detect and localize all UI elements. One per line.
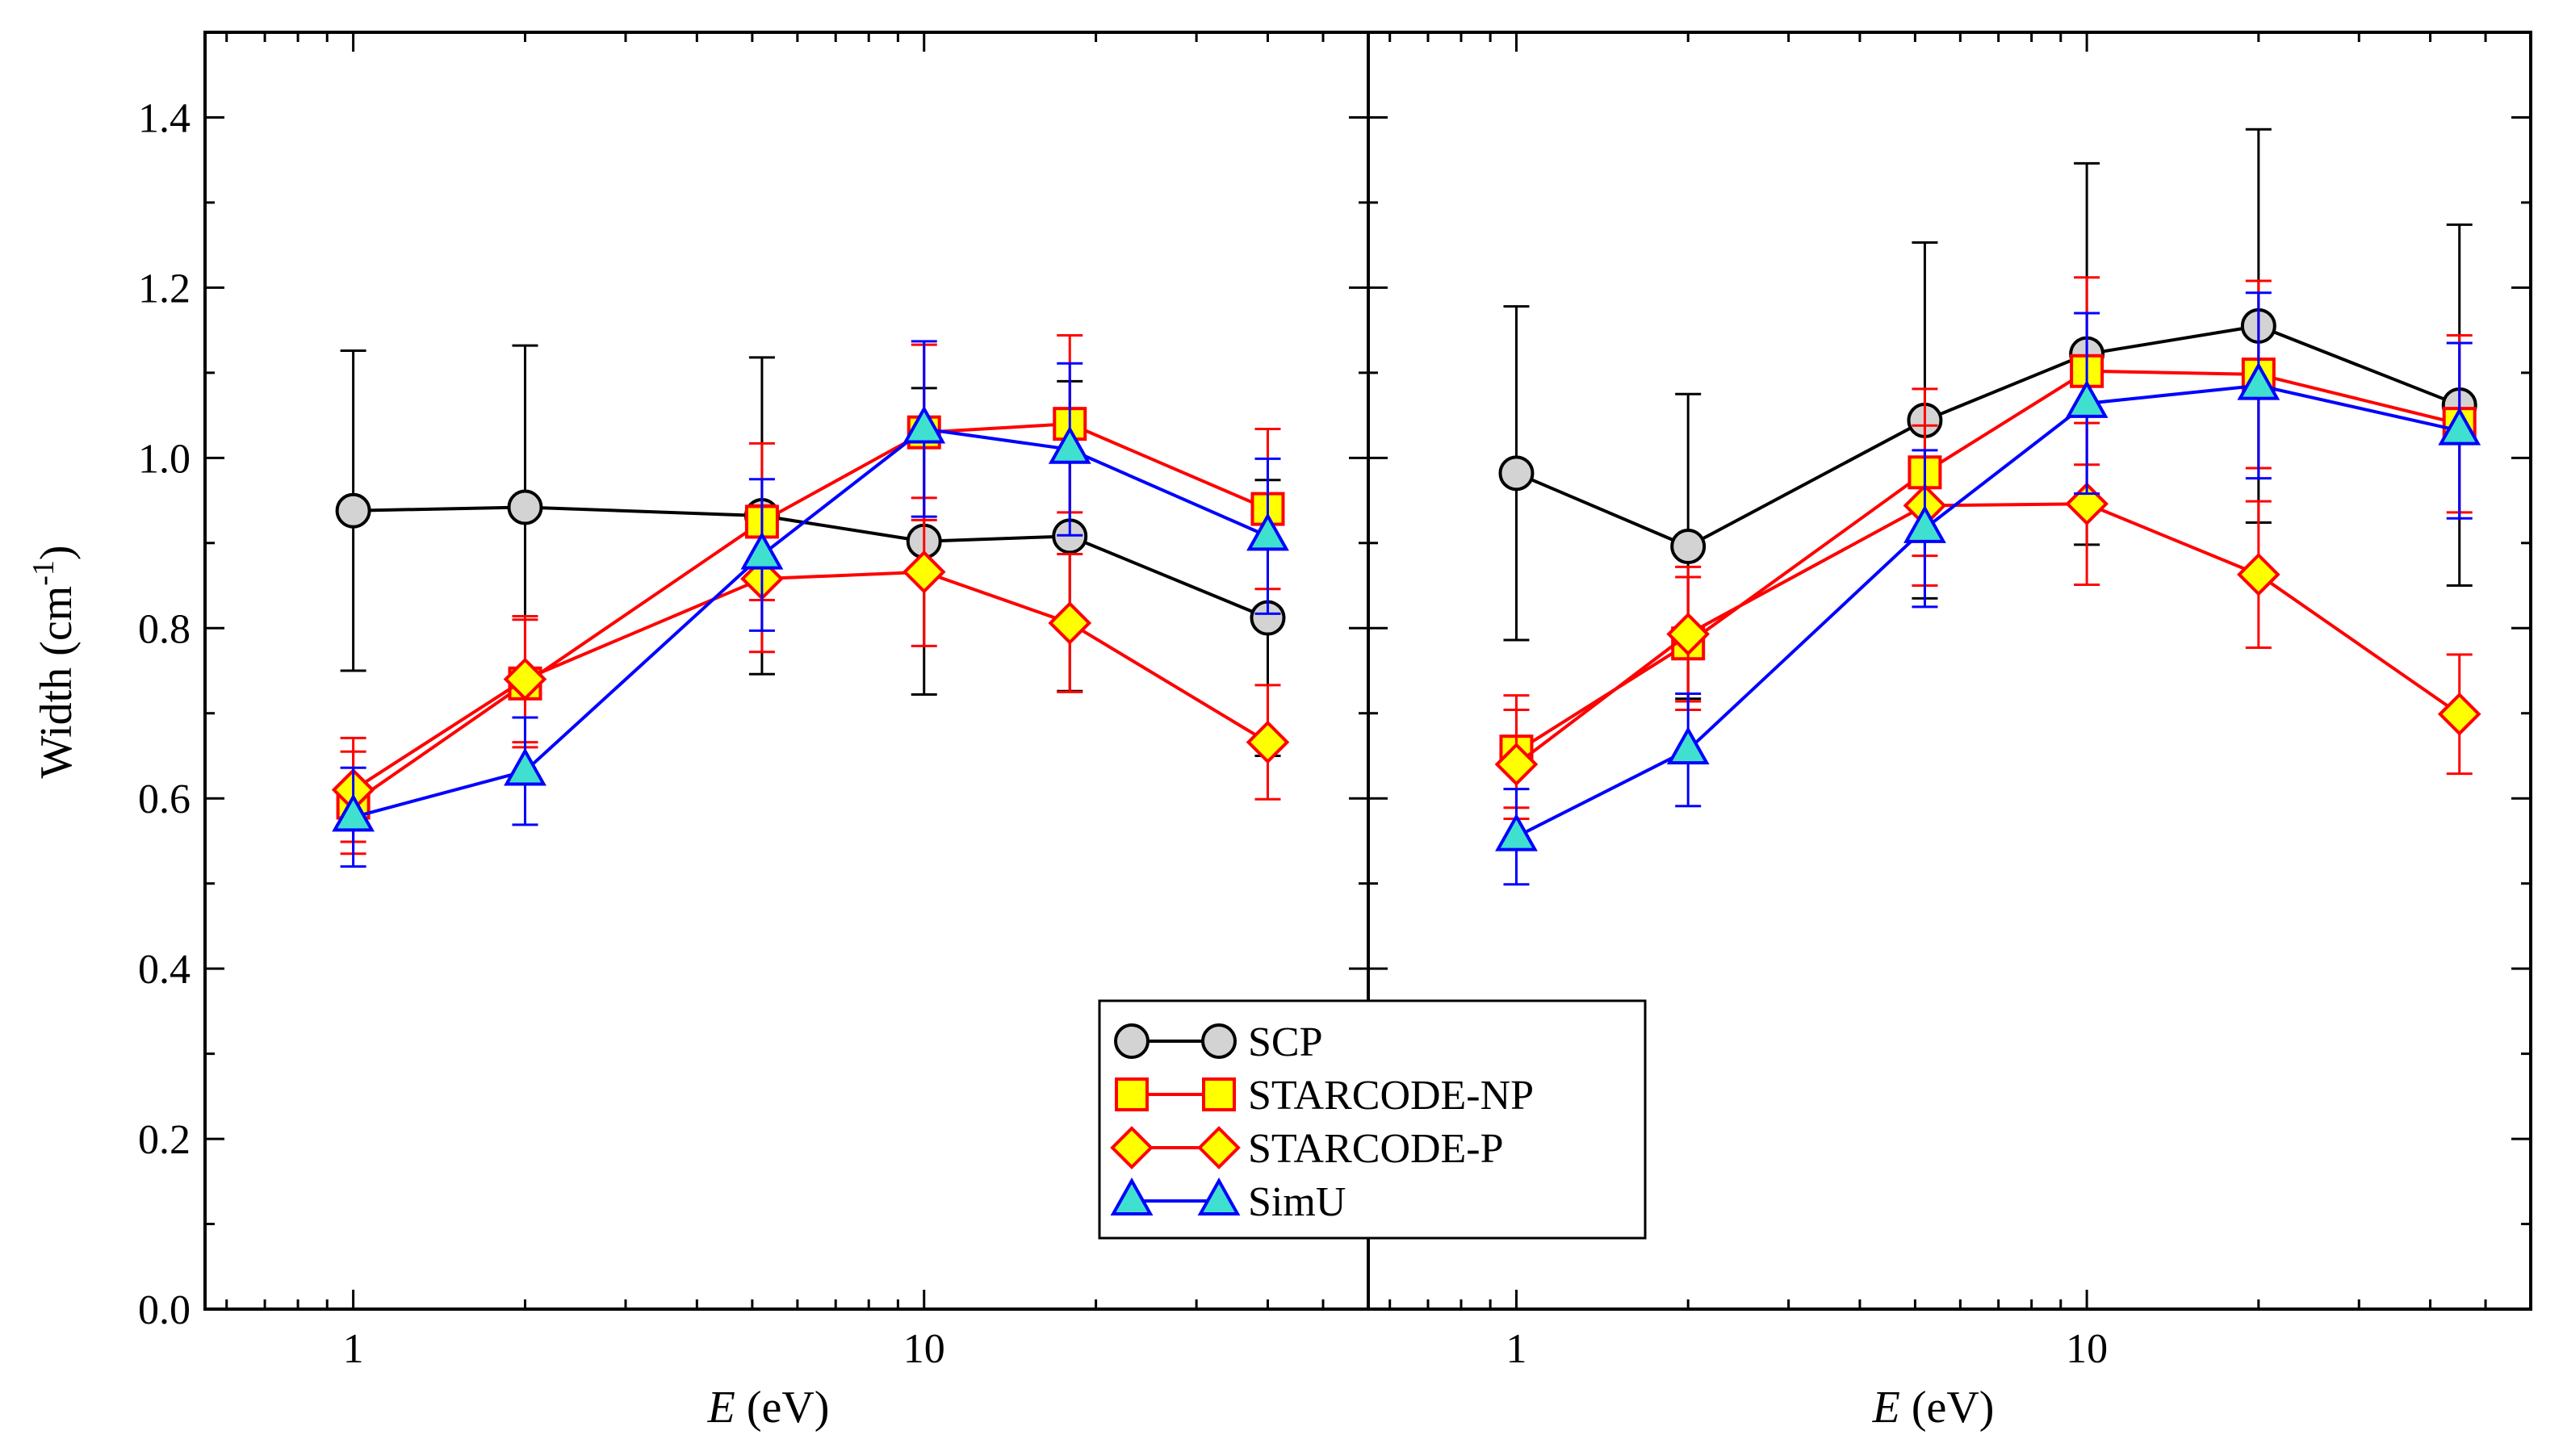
legend-item-starcode-np: STARCODE-NP [1115,1073,1534,1119]
y-tick-label: 1.2 [138,266,191,312]
right-x-axis-label-var: E [1872,1383,1900,1433]
data-point [1246,720,1290,764]
data-point [335,492,371,529]
series-line [1515,383,2460,839]
series-line [353,505,1269,620]
y-axis-label-close: ) [31,545,82,560]
data-point [1670,529,1707,565]
series-line [1515,324,2460,549]
legend-item-starcode-p: STARCODE-P [1110,1126,1504,1172]
legend-label: SCP [1248,1019,1323,1065]
legend-label: SimU [1248,1179,1346,1225]
right-panel: 1 10 [1367,31,2532,1372]
svg-text:E (eV): E (eV) [1872,1383,1995,1433]
x-tick-label: 1 [343,1326,364,1372]
series-starcode-np [1499,276,2477,810]
series-starcode-p [331,496,1290,843]
data-point [1666,726,1710,765]
left-x-axis-label: E (eV) [707,1383,830,1433]
data-point [1246,513,1289,551]
svg-text:E (eV): E (eV) [707,1383,830,1433]
y-tick-label: 0.0 [138,1287,191,1333]
series-line [352,422,1269,805]
x-tick-label: 10 [2066,1326,2108,1372]
y-tick-label: 0.8 [138,606,191,652]
legend-label: STARCODE-NP [1248,1073,1534,1119]
data-point [503,657,547,701]
left-panel: 0.0 0.2 0.4 0.6 0.8 1.0 1.2 1.4 1 10 [138,31,1370,1372]
data-point [1048,601,1092,645]
data-point [504,747,547,786]
data-point [1494,743,1539,786]
legend-marker [1114,1023,1150,1059]
plot-frame-right [1367,31,2532,1311]
data-point [332,793,375,832]
data-point [902,405,946,444]
legend-item-scp: SCP [1114,1019,1323,1065]
legend-marker [1197,1177,1241,1215]
y-tick-label: 0.4 [138,947,191,993]
legend-label: STARCODE-P [1248,1126,1504,1172]
data-point [1903,504,1946,543]
legend-marker [1197,1126,1241,1169]
data-point [1495,813,1538,851]
y-tick-label: 1.4 [138,95,191,141]
legend-marker [1202,1077,1236,1111]
series-starcode-p [1494,421,2481,821]
data-point [2438,407,2481,446]
y-tick-label: 0.6 [138,776,191,822]
y-tick-label: 1.0 [138,436,191,482]
data-point [507,489,543,525]
y-axis-label-text: Width (cm [31,586,82,779]
y-axis-label: Width (cm-1) [27,545,82,778]
y-axis-label-superscript: -1 [27,560,61,586]
left-x-axis-label-unit: (eV) [735,1383,830,1433]
series-line [1515,369,2460,753]
x-tick-label: 1 [1506,1326,1526,1372]
data-point [1666,612,1711,656]
y-tick-label: 0.2 [138,1117,191,1163]
series-line [1515,502,2460,766]
legend: SCP STARCODE-NP STARCODE-P SimU [1098,999,1647,1240]
right-x-axis-label-unit: (eV) [1900,1383,1995,1433]
series-scp [1498,128,2477,701]
legend-marker [1110,1177,1154,1215]
legend-item-simu: SimU [1110,1177,1346,1225]
data-point [1048,425,1091,464]
data-point [2237,552,2280,596]
data-point [1498,455,1535,492]
series-starcode-np [336,333,1285,856]
svg-text:Width (cm-1): Width (cm-1) [27,545,82,778]
x-tick-label: 10 [903,1326,945,1372]
data-point [740,531,784,570]
legend-marker [1201,1023,1237,1059]
legend-marker [1110,1126,1154,1169]
right-x-axis-label: E (eV) [1872,1383,1995,1433]
series-scp [335,344,1286,757]
legend-marker [1115,1077,1149,1111]
data-point [2065,379,2109,418]
series-simu [332,340,1289,868]
series-simu [1495,291,2481,886]
data-point [902,550,946,594]
data-point [2437,692,2481,736]
left-x-axis-label-var: E [707,1383,735,1433]
series-line [352,570,1269,792]
data-point [2237,362,2280,400]
series-line [353,427,1269,819]
